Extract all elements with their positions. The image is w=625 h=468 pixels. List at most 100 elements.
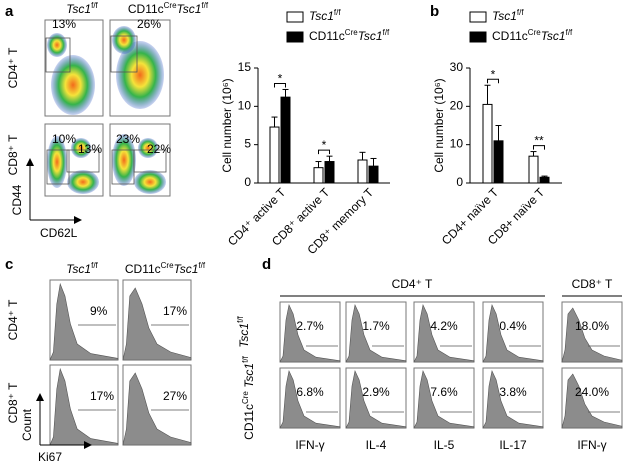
percent: 6.8%: [296, 385, 324, 399]
column-label: IL-4: [366, 438, 387, 452]
panel-label: a: [5, 3, 14, 20]
row-label: CD4⁺ T: [6, 47, 20, 88]
panel-label: c: [5, 256, 13, 273]
dot-cloud: [51, 55, 95, 115]
y-tick-label: 15: [238, 60, 252, 74]
row-label: Tsc1f/f: [236, 315, 252, 347]
significance: *: [278, 72, 283, 86]
bar: [324, 161, 335, 184]
bar: [493, 140, 504, 184]
y-tick-label: 0: [456, 175, 463, 189]
axis-title: Ki67: [38, 450, 62, 464]
bar: [528, 155, 539, 184]
y-tick-label: 5: [244, 137, 251, 151]
dot-cloud: [112, 26, 136, 54]
bar: [280, 96, 291, 184]
percent: 27%: [163, 389, 187, 403]
legend-swatch: [286, 11, 304, 23]
dot-cloud: [67, 170, 99, 194]
histogram: [413, 304, 475, 363]
histogram: [413, 370, 475, 429]
histogram: [49, 282, 119, 361]
group-label: CD8⁺ T: [572, 277, 613, 291]
dot-cloud: [112, 134, 136, 186]
histogram: [345, 304, 407, 363]
histogram: [279, 370, 341, 429]
panel-label: b: [430, 3, 439, 20]
gate: [110, 35, 138, 73]
legend-swatch: [286, 31, 304, 43]
significance-bracket: [318, 149, 330, 155]
percent: 3.8%: [499, 385, 527, 399]
panel-label: d: [262, 256, 271, 273]
percent: 18.0%: [575, 319, 609, 333]
bar: [539, 176, 550, 184]
histogram: [561, 373, 623, 429]
gate: [46, 149, 70, 185]
bar: [482, 103, 493, 184]
row-label: CD4⁺ T: [6, 299, 20, 340]
percent: 0.4%: [499, 319, 527, 333]
axis-title: Count: [20, 408, 34, 441]
column-label: IL-5: [434, 438, 455, 452]
significance: **: [534, 134, 544, 148]
column-label: IL-17: [499, 438, 527, 452]
histogram: [345, 370, 407, 429]
percent: 23%: [116, 132, 140, 146]
legend-label: Tsc1f/f: [309, 8, 341, 24]
gate: [133, 149, 167, 173]
group-label: CD4⁺ T: [392, 277, 433, 291]
bar: [313, 167, 324, 184]
column-header: Tsc1f/f: [66, 261, 98, 277]
gate: [66, 149, 100, 173]
legend-swatch: [469, 31, 487, 43]
dot-cloud: [47, 136, 67, 188]
column-label: IFN-γ: [295, 438, 324, 452]
significance: *: [322, 138, 327, 152]
legend-label: CD11cCreTsc1f/f: [309, 28, 390, 44]
bar: [269, 126, 280, 184]
axis-title: CD62L: [40, 226, 78, 240]
y-tick-label: 10: [238, 99, 252, 113]
dot-cloud: [138, 138, 158, 158]
percent: 7.6%: [430, 385, 458, 399]
y-tick-label: 20: [450, 99, 464, 113]
y-tick-label: 30: [450, 60, 464, 74]
significance-bracket: [487, 78, 499, 84]
column-header: CD11cCreTsc1f/f: [128, 1, 209, 17]
histogram: [279, 304, 341, 363]
y-tick-label: 0: [244, 175, 251, 189]
histogram: [482, 304, 544, 363]
bar: [368, 165, 379, 184]
percent: 17%: [90, 389, 114, 403]
percent: 2.7%: [296, 319, 324, 333]
percent: 10%: [52, 132, 76, 146]
dot-cloud: [71, 138, 91, 158]
y-axis-title: Cell number (10⁶): [220, 78, 234, 172]
y-axis-title: Cell number (10⁶): [432, 78, 446, 172]
gate: [45, 37, 71, 73]
legend-swatch: [469, 11, 487, 23]
dot-cloud: [47, 33, 67, 57]
dot-cloud: [134, 170, 166, 194]
row-label: CD8⁺ T: [6, 382, 20, 423]
percent: 24.0%: [575, 385, 609, 399]
significance-bracket: [533, 145, 545, 150]
dot-cloud: [116, 41, 164, 109]
row-label: CD11cCre Tsc1f/f: [241, 355, 257, 439]
histogram: [561, 307, 623, 363]
percent: 1.7%: [362, 319, 390, 333]
significance-bracket: [274, 82, 286, 88]
percent: 13%: [52, 17, 76, 31]
histogram: [122, 372, 192, 446]
column-label: IFN-γ: [577, 438, 606, 452]
percent: 22%: [147, 142, 171, 156]
y-tick-label: 10: [450, 137, 464, 151]
percent: 4.2%: [430, 319, 458, 333]
percent: 9%: [90, 304, 108, 318]
percent: 2.9%: [362, 385, 390, 399]
legend-label: Tsc1f/f: [492, 8, 524, 24]
histogram: [482, 370, 544, 429]
row-label: CD8⁺ T: [6, 134, 20, 175]
